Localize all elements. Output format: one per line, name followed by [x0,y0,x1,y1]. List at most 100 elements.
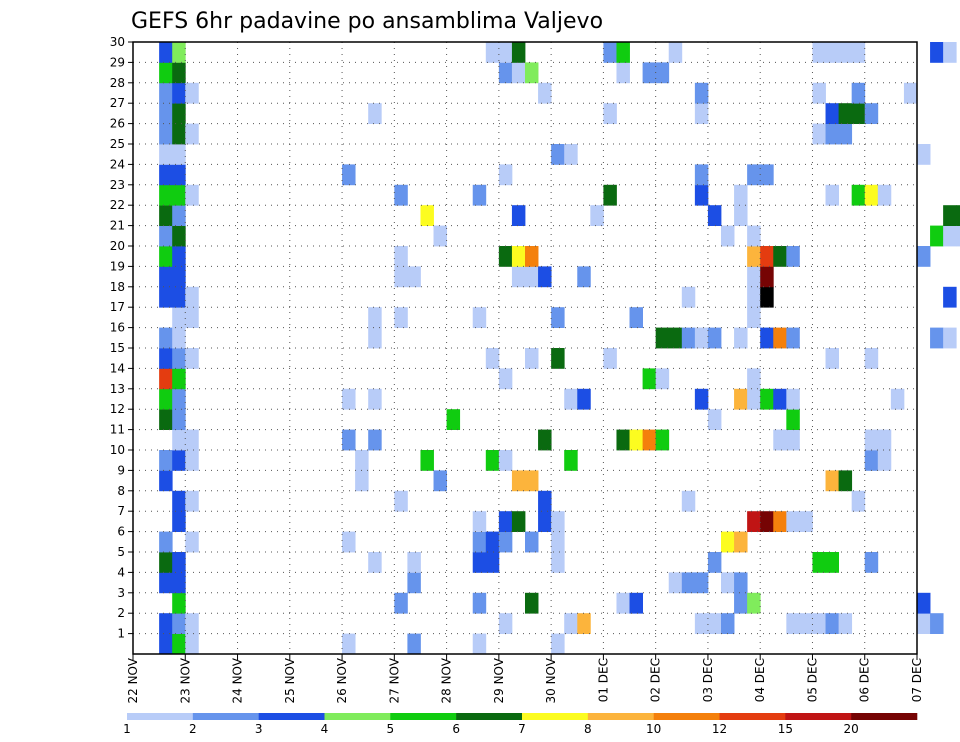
precip-cell [172,205,186,226]
precip-cell [498,368,513,390]
precip-cell [838,470,853,492]
precip-cell [773,246,787,267]
legend-threshold-label: 20 [844,722,859,736]
precip-cell [172,286,186,308]
precip-cell [485,348,500,369]
precip-cell [864,429,879,451]
precip-cell [930,225,944,247]
precip-cell [747,225,761,247]
precip-cell [525,62,539,84]
precip-cell [917,144,931,165]
precip-cell [930,327,944,349]
y-tick-label: 9 [117,463,125,477]
precip-cell [694,103,709,124]
precip-cell [917,613,931,634]
precip-cell [577,613,591,634]
precip-cell [721,225,735,247]
precip-cell [159,266,173,288]
precip-cell [185,82,199,104]
grid-layer [133,42,917,654]
precip-cell [172,511,186,532]
precip-cell [786,511,800,532]
precip-cell [538,490,552,512]
precip-cell [838,613,853,634]
precip-cell [812,82,826,104]
precip-cell [551,511,565,532]
precip-cell [172,164,186,186]
x-tick-label: 23 NOV [178,657,192,703]
legend-colorbar: 1 2 3 4 5 6 7 8 10 12 15 20 [123,713,918,736]
x-tick-label: 28 NOV [440,657,454,703]
precip-cell [485,552,500,573]
precip-cell [159,184,173,206]
precip-cell [825,123,839,145]
precip-cell [564,613,578,634]
y-tick-label: 21 [110,219,125,233]
precip-cell [551,348,565,369]
precip-cell [812,42,826,63]
precip-cell [185,450,199,471]
x-tick-label: 30 NOV [544,657,558,703]
precip-cell [172,388,186,410]
precip-cell [368,552,382,573]
precip-cell [472,531,487,553]
precip-cell [825,42,839,63]
precip-cell [851,490,866,512]
precip-cell [159,450,173,471]
y-tick-label: 25 [110,137,125,151]
y-tick-label: 19 [110,259,125,273]
precip-cell [616,62,630,84]
precip-cell [734,327,748,349]
legend-threshold-label: 7 [518,722,526,736]
x-tick-label: 25 NOV [283,657,297,703]
x-tick-label: 27 NOV [387,657,401,703]
precip-cell [773,327,787,349]
precip-cell [511,205,526,226]
precip-cell [525,266,539,288]
precip-cell [159,327,173,349]
precip-cell [734,184,748,206]
y-tick-label: 22 [110,198,125,212]
precip-cell [172,368,186,390]
precip-cell [472,184,487,206]
precip-cell [694,613,709,634]
cells-layer [159,42,960,655]
precip-cell [551,552,565,573]
precip-cell [760,388,774,410]
precip-cell [838,42,853,63]
precip-cell [825,613,839,634]
precip-cell [655,62,670,84]
precip-cell [511,42,526,63]
precip-cell [538,511,552,532]
precip-cell [511,470,526,492]
precip-cell [760,246,774,267]
legend-color-box [522,713,589,720]
legend-color-box [719,713,786,720]
precip-cell [694,184,709,206]
precip-cell [668,42,683,63]
precip-cell [734,592,748,614]
precip-cell [172,184,186,206]
precip-cell [655,327,670,349]
precip-cell [642,62,657,84]
y-tick-label: 11 [110,423,125,437]
precip-cell [917,246,931,267]
precip-cell [760,286,774,308]
y-tick-label: 8 [117,484,125,498]
precip-cell [668,327,683,349]
y-tick-label: 23 [110,178,125,192]
x-tick-label: 01 DEC [596,658,610,702]
precip-cell [877,429,892,451]
y-tick-label: 2 [117,606,125,620]
precip-cell [185,348,199,369]
precip-cell [694,82,709,104]
precip-cell [172,592,186,614]
legend-threshold-label: 10 [646,722,661,736]
precip-cell [342,429,356,451]
precip-cell [172,42,186,63]
precip-cell [825,470,839,492]
precip-cell [498,511,513,532]
precip-cell [799,613,813,634]
precip-cell [185,286,199,308]
precip-cell [159,470,173,492]
